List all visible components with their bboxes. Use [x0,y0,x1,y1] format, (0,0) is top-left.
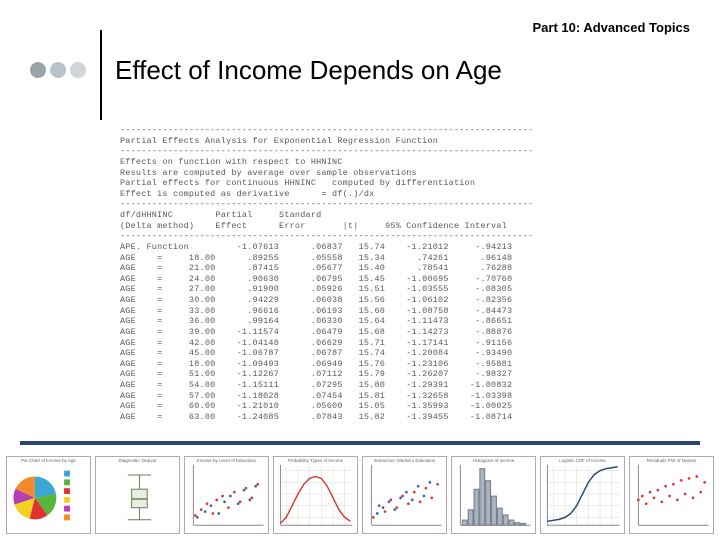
footer-rule [20,441,700,445]
thumbnail: Histogram of Income [451,456,536,534]
thumbnail: Income by Level of Education [184,456,269,534]
bullet-dot [70,62,86,78]
thumbnail: Logistic CDF of Income [540,456,625,534]
report-output: ----------------------------------------… [120,125,533,423]
bullet-dots [30,62,86,78]
thumbnail: Residuals Plot of Depvar [629,456,714,534]
bullet-dot [50,62,66,78]
part-label: Part 10: Advanced Topics [533,20,691,35]
thumbnail: Probability Types of Income [273,456,358,534]
bullet-dot [30,62,46,78]
page-title: Effect of Income Depends on Age [115,55,502,86]
thumbnail: Diagnostic: Depvar [95,456,180,534]
thumbnail-strip: Pie Chart of Income by AgeDiagnostic: De… [6,456,714,534]
title-divider [100,30,102,120]
thumbnail: Pie Chart of Income by Age [6,456,91,534]
thumbnail: Interaction: Marital x Education [362,456,447,534]
